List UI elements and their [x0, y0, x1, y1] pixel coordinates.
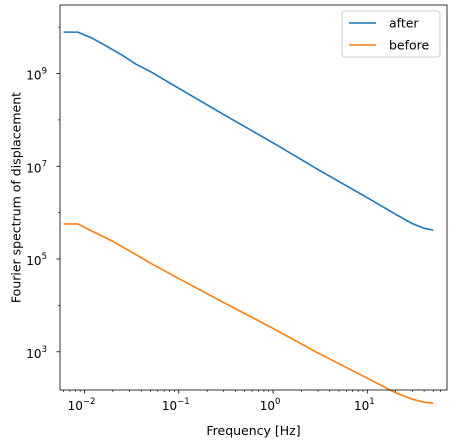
ticks-layer: 10−2 10−1 100 101 103 105 107 109 [26, 26, 441, 413]
y-tick-label: 105 [26, 252, 47, 268]
y-tick-label: 103 [26, 345, 47, 361]
x-tick-label: 100 [260, 397, 281, 413]
x-axis-label: Frequency [Hz] [206, 423, 300, 438]
legend-label-after: after [389, 16, 419, 31]
x-tick-label: 101 [354, 397, 375, 413]
x-tick-label: 10−1 [162, 397, 190, 413]
series-line-after [63, 31, 434, 231]
series-line-before [63, 223, 434, 404]
y-tick-label: 107 [26, 159, 47, 175]
y-axis-label: Fourier spectrum of displacement [8, 92, 23, 303]
y-tick-label: 109 [26, 67, 47, 83]
series-layer [63, 31, 434, 404]
x-tick-label: 10−2 [68, 397, 96, 413]
legend-label-before: before [389, 38, 430, 53]
legend: after before [341, 10, 441, 58]
plot-frame [59, 4, 448, 391]
